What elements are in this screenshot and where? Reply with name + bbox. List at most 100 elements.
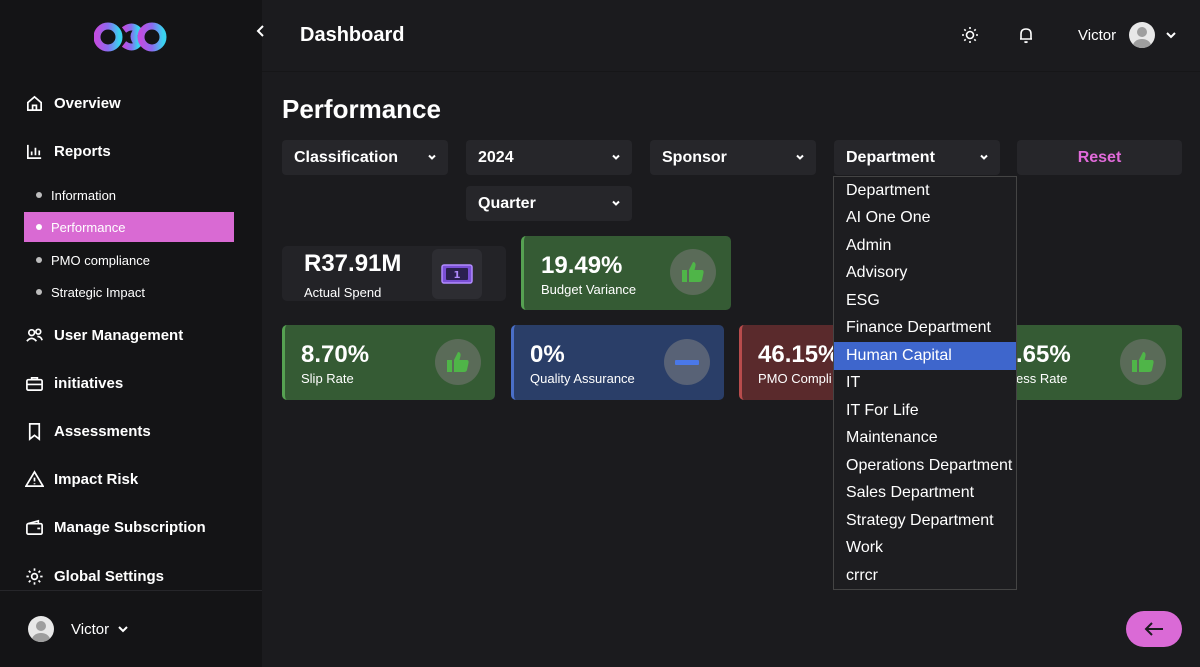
sidebar-user-menu[interactable]: Victor	[28, 616, 129, 642]
subnav-information[interactable]: Information	[24, 180, 234, 210]
chevron-down-icon	[978, 150, 990, 162]
card-value: 19.49%	[541, 252, 623, 279]
briefcase-icon	[24, 373, 44, 393]
chevron-down-icon	[610, 196, 622, 208]
dropdown-option[interactable]: Sales Department	[846, 484, 975, 502]
dropdown-option[interactable]: crrcr	[846, 566, 878, 584]
nav-assessments[interactable]: Assessments	[24, 421, 151, 441]
bullet-icon	[36, 192, 42, 198]
nav-overview[interactable]: Overview	[24, 93, 121, 113]
gear-icon	[24, 566, 44, 586]
reset-button[interactable]: Reset	[1017, 140, 1182, 175]
header-user-name: Victor	[1078, 26, 1117, 44]
nav-global-settings[interactable]: Global Settings	[24, 566, 164, 586]
nav-user-management[interactable]: User Management	[24, 325, 183, 345]
subnav-label: Performance	[51, 219, 126, 235]
card-label: ess Rate	[1016, 371, 1068, 386]
bell-icon[interactable]	[1017, 26, 1035, 44]
section-title: Performance	[282, 94, 441, 124]
select-value: 2024	[478, 148, 514, 166]
dropdown-option[interactable]: Strategy Department	[846, 511, 994, 529]
subnav-label: Information	[51, 187, 117, 203]
slip-rate-card: 8.70% Slip Rate	[282, 325, 495, 400]
chevron-down-icon	[1165, 29, 1177, 41]
thumbs-up-icon	[435, 339, 481, 385]
classification-select[interactable]: Classification	[282, 140, 448, 175]
svg-text:1: 1	[454, 270, 461, 281]
home-icon	[24, 93, 44, 113]
card-label: PMO Compli	[758, 371, 832, 386]
nav-manage-subscription[interactable]: Manage Subscription	[24, 517, 206, 537]
nav-label: Reports	[54, 142, 111, 160]
select-value: Department	[846, 148, 935, 166]
dropdown-option[interactable]: ESG	[846, 291, 880, 309]
subnav-label: Strategic Impact	[51, 284, 145, 300]
pmo-compliance-card: 46.15% PMO Compli	[739, 325, 839, 400]
chevron-down-icon	[426, 150, 438, 162]
nav-label: User Management	[54, 326, 184, 344]
warning-icon	[24, 469, 44, 489]
actual-spend-card: R37.91M Actual Spend 1	[282, 246, 506, 301]
wallet-icon	[24, 517, 44, 537]
sidebar-user-name: Victor	[71, 620, 110, 638]
subnav-strategic-impact[interactable]: Strategic Impact	[24, 277, 234, 307]
dropdown-option[interactable]: Department	[846, 181, 930, 199]
dropdown-option-selected[interactable]: Human Capital	[834, 342, 1016, 370]
dropdown-option[interactable]: Operations Department	[846, 456, 1013, 474]
subnav-performance[interactable]: Performance	[24, 212, 234, 242]
select-value: Sponsor	[662, 148, 727, 166]
nav-label: initiatives	[54, 374, 124, 392]
dropdown-option[interactable]: IT For Life	[846, 401, 919, 419]
nav-reports[interactable]: Reports	[24, 141, 111, 161]
dropdown-option[interactable]: Finance Department	[846, 319, 991, 337]
card-value: 46.15%	[758, 341, 840, 368]
chevron-down-icon	[610, 150, 622, 162]
quality-assurance-card: 0% Quality Assurance	[511, 325, 724, 400]
nav-initiatives[interactable]: initiatives	[24, 373, 123, 393]
page-title: Dashboard	[300, 24, 405, 46]
avatar	[28, 616, 54, 642]
card-value: R37.91M	[304, 250, 402, 277]
dropdown-option[interactable]: Admin	[846, 236, 892, 254]
nav-impact-risk[interactable]: Impact Risk	[24, 469, 138, 489]
top-header	[262, 0, 1200, 72]
card-value: 8.70%	[301, 341, 370, 368]
card-label: Slip Rate	[301, 371, 354, 386]
nav-label: Assessments	[54, 422, 151, 440]
department-dropdown-list[interactable]: Department AI One One Admin Advisory ESG…	[833, 176, 1017, 590]
dropdown-option[interactable]: AI One One	[846, 209, 931, 227]
bullet-icon	[36, 257, 42, 263]
subnav-label: PMO compliance	[51, 252, 150, 268]
nav-label: Manage Subscription	[54, 518, 206, 536]
bookmark-icon	[24, 421, 44, 441]
year-select[interactable]: 2024	[466, 140, 632, 175]
dropdown-option[interactable]: IT	[846, 374, 861, 392]
card-label: Quality Assurance	[530, 371, 635, 386]
subnav-pmo-compliance[interactable]: PMO compliance	[24, 245, 234, 275]
quarter-select[interactable]: Quarter	[466, 186, 632, 221]
select-value: Classification	[294, 148, 399, 166]
sidebar-divider	[0, 590, 262, 591]
collapse-sidebar-icon[interactable]	[254, 22, 270, 42]
department-select[interactable]: Department	[834, 140, 1000, 175]
dropdown-option[interactable]: Work	[846, 539, 884, 557]
dropdown-option[interactable]: Advisory	[846, 264, 908, 282]
nav-label: Impact Risk	[54, 470, 139, 488]
thumbs-up-icon	[670, 249, 716, 295]
theme-toggle-icon[interactable]	[961, 26, 979, 44]
nav-label: Overview	[54, 94, 121, 112]
sponsor-select[interactable]: Sponsor	[650, 140, 816, 175]
chevron-down-icon	[117, 623, 129, 635]
card-value: .65%	[1016, 341, 1071, 368]
minus-icon	[664, 339, 710, 385]
eso-logo[interactable]	[94, 18, 168, 56]
budget-variance-card: 19.49% Budget Variance	[521, 236, 731, 310]
card-label: Actual Spend	[304, 285, 382, 300]
chevron-down-icon	[794, 150, 806, 162]
bullet-icon	[36, 224, 42, 230]
header-user-menu[interactable]: Victor	[1078, 22, 1177, 48]
back-button[interactable]	[1126, 611, 1182, 647]
card-value: 0%	[530, 341, 565, 368]
dropdown-option[interactable]: Maintenance	[846, 429, 938, 447]
card-label: Budget Variance	[541, 282, 637, 297]
